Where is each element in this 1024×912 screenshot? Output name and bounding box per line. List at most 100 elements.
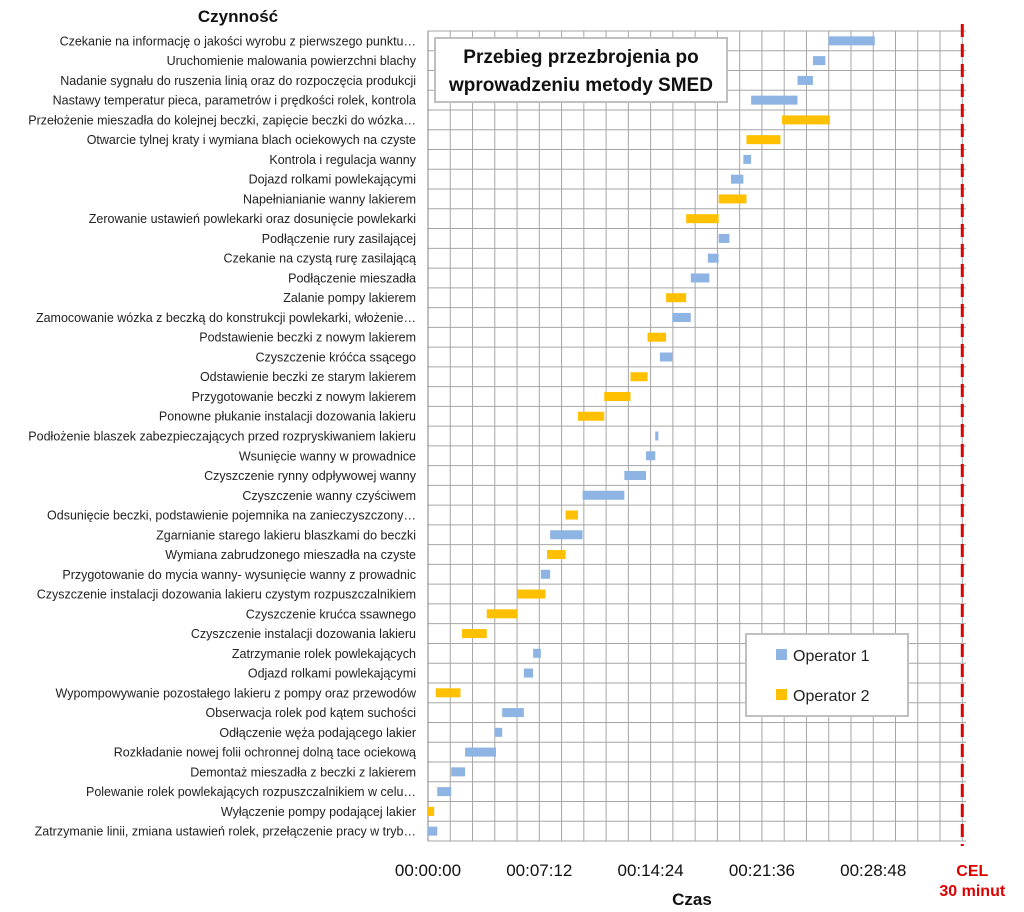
target-line: CEL 30 minut xyxy=(939,24,1006,900)
task-bar xyxy=(751,95,798,105)
category-label: Uruchomienie malowania powierzchni blach… xyxy=(167,54,417,68)
category-label: Przygotowanie beczki z nowym lakierem xyxy=(192,390,416,404)
legend-label-operator-1: Operator 1 xyxy=(793,648,870,665)
category-label: Rozkładanie nowej folii ochronnej dolną … xyxy=(114,746,416,760)
task-bar xyxy=(828,36,875,46)
chart-title-box: Przebieg przezbrojenia po wprowadzeniu m… xyxy=(434,37,728,103)
category-label: Wyłączenie pompy podającej lakier xyxy=(221,805,416,819)
category-label: Zgarnianie starego lakieru blaszkami do … xyxy=(156,528,416,542)
legend-swatch-operator-2 xyxy=(776,689,787,700)
category-label: Ponowne płukanie instalacji dozowania la… xyxy=(159,410,416,424)
task-bar xyxy=(502,708,524,718)
task-bar xyxy=(517,589,546,599)
category-label: Odłączenie węża podającego lakier xyxy=(219,726,416,740)
task-bar xyxy=(428,826,438,836)
task-bar xyxy=(547,550,566,560)
category-label: Demontaż mieszadła z beczki z lakierem xyxy=(190,765,416,779)
task-bar xyxy=(746,135,781,145)
task-bar xyxy=(707,253,719,263)
task-bar xyxy=(550,530,583,540)
category-label: Czekanie na informację o jakości wyrobu … xyxy=(60,34,416,48)
task-bar xyxy=(540,569,551,579)
category-label: Obserwacja rolek pod kątem suchości xyxy=(205,706,416,720)
legend: Operator 1 Operator 2 xyxy=(745,633,909,717)
task-bar xyxy=(462,629,487,639)
category-label: Czyszczenie krućca ssawnego xyxy=(246,607,416,621)
category-label: Wymiana zabrudzonego mieszadła na czyste xyxy=(165,548,416,562)
x-tick-label: 00:14:24 xyxy=(618,861,684,880)
chart-title-line-1: Przebieg przezbrojenia po xyxy=(463,47,698,68)
task-bar xyxy=(486,609,518,619)
category-labels: Czekanie na informację o jakości wyrobu … xyxy=(28,34,417,838)
task-bar xyxy=(582,490,625,500)
task-bar xyxy=(630,372,648,382)
legend-label-operator-2: Operator 2 xyxy=(793,688,870,705)
legend-swatch-operator-1 xyxy=(776,649,787,660)
task-bar xyxy=(523,668,534,678)
category-label: Otwarcie tylnej kraty i wymiana blach oc… xyxy=(87,133,416,147)
x-tick-labels: 00:00:00 00:07:12 00:14:24 00:21:36 00:28:48 xyxy=(395,861,906,880)
grid xyxy=(427,30,966,842)
category-label: Podłożenie blaszek zabezpieczających prz… xyxy=(28,430,416,444)
category-label: Czyszczenie rynny odpływowej wanny xyxy=(204,469,417,483)
category-label: Odjazd rolkami powlekającymi xyxy=(248,667,416,681)
x-tick-label: 00:07:12 xyxy=(506,861,572,880)
target-label-minutes: 30 minut xyxy=(939,883,1005,900)
category-label: Polewanie rolek powlekających rozpuszcza… xyxy=(86,785,416,799)
category-label: Zalanie pompy lakierem xyxy=(283,291,416,305)
category-label: Podłączenie mieszadła xyxy=(288,271,416,285)
chart-title-line-2: wprowadzeniu metody SMED xyxy=(448,75,713,96)
category-label: Odstawienie beczki ze starym lakierem xyxy=(200,370,416,384)
task-bar xyxy=(672,312,691,322)
task-bar xyxy=(686,214,719,224)
x-tick-label: 00:21:36 xyxy=(729,861,795,880)
task-bar xyxy=(465,747,497,757)
task-bar xyxy=(533,648,541,658)
task-bar xyxy=(604,391,631,401)
x-tick-label: 00:28:48 xyxy=(840,861,906,880)
category-label: Nastawy temperatur pieca, parametrów i p… xyxy=(53,94,416,108)
task-bar xyxy=(435,688,461,698)
task-bar xyxy=(577,411,605,421)
category-label: Nadanie sygnału do ruszenia linią oraz d… xyxy=(60,74,416,88)
category-label: Zatrzymanie rolek powlekających xyxy=(232,647,416,661)
category-label: Czyszczenie instalacji dozowania lakieru… xyxy=(37,588,416,602)
task-bar xyxy=(812,56,826,66)
category-label: Przełożenie mieszadła do kolejnej beczki… xyxy=(28,113,416,127)
category-label: Czyszczenie króćca ssącego xyxy=(256,350,417,364)
category-label: Zamocowanie wózka z beczką do konstrukcj… xyxy=(36,311,416,325)
x-tick-label: 00:00:00 xyxy=(395,861,461,880)
task-bar xyxy=(428,806,435,816)
x-axis-title: Czas xyxy=(672,890,712,909)
category-label: Przygotowanie do mycia wanny- wysunięcie… xyxy=(62,568,416,582)
task-bar xyxy=(718,233,730,243)
category-label: Podstawienie beczki z nowym lakierem xyxy=(199,331,416,345)
task-bar xyxy=(494,727,503,737)
task-bar xyxy=(645,451,656,461)
task-bar xyxy=(659,352,673,362)
task-bar xyxy=(655,431,659,441)
task-bar xyxy=(731,174,744,184)
task-bar xyxy=(797,75,813,85)
category-label: Czyszczenie instalacji dozowania lakieru xyxy=(191,627,416,641)
task-bar xyxy=(624,471,646,481)
bars xyxy=(428,36,875,836)
category-label: Kontrola i regulacja wanny xyxy=(269,153,416,167)
category-label: Zatrzymanie linii, zmiana ustawień rolek… xyxy=(35,825,416,839)
category-label: Napełnianianie wanny lakierem xyxy=(243,192,416,206)
task-bar xyxy=(565,510,578,520)
task-bar xyxy=(437,787,452,797)
target-label-cel: CEL xyxy=(956,863,988,880)
category-label: Podłączenie rury zasilającej xyxy=(262,232,416,246)
task-bar xyxy=(690,273,710,283)
category-label: Czekanie na czystą rurę zasilającą xyxy=(224,252,416,266)
task-bar xyxy=(666,293,687,303)
task-bar xyxy=(718,194,747,204)
category-label: Wypompowywanie pozostałego lakieru z pom… xyxy=(56,686,417,700)
category-label: Wsunięcie wanny w prowadnice xyxy=(239,449,416,463)
category-label: Dojazd rolkami powlekającymi xyxy=(249,173,416,187)
y-axis-title: Czynność xyxy=(198,7,278,26)
task-bar xyxy=(451,767,466,777)
category-label: Zerowanie ustawień powlekarki oraz dosun… xyxy=(89,212,416,226)
